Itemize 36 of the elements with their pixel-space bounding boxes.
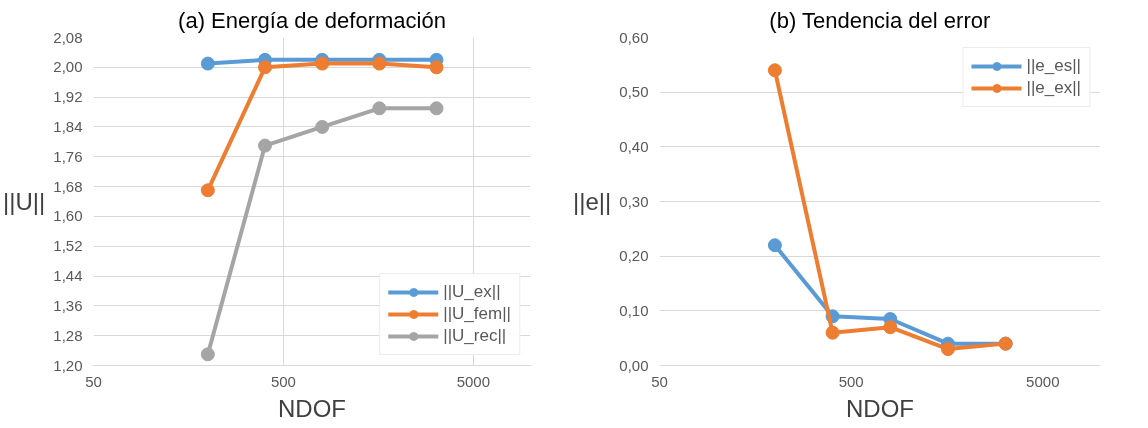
legend-label: ||e_es|| bbox=[1026, 56, 1081, 76]
x-tick-label: 50 bbox=[651, 372, 668, 390]
x-axis-title: NDOF bbox=[278, 394, 346, 422]
x-tick-label: 5000 bbox=[456, 372, 491, 390]
legend-label: ||e_ex|| bbox=[1026, 78, 1081, 98]
y-tick-label: 0,30 bbox=[619, 192, 649, 210]
x-tick-label: 500 bbox=[838, 372, 864, 390]
legend-label: ||U_fem|| bbox=[443, 304, 511, 324]
y-tick-label: 2,00 bbox=[53, 58, 83, 76]
y-tick-label: 0,50 bbox=[619, 83, 649, 101]
y-tick-label: 0,40 bbox=[619, 137, 649, 155]
y-tick-label: 0,60 bbox=[619, 28, 649, 46]
y-tick-label: 1,92 bbox=[53, 88, 83, 106]
chart-title: (a) Energía de deformación bbox=[178, 7, 446, 33]
y-tick-label: 1,28 bbox=[53, 326, 83, 344]
y-tick-label: 1,60 bbox=[53, 207, 83, 225]
x-axis-title: NDOF bbox=[846, 394, 914, 422]
y-tick-label: 0,20 bbox=[619, 247, 649, 265]
y-tick-label: 1,44 bbox=[53, 267, 83, 285]
y-tick-label: 1,76 bbox=[53, 147, 83, 165]
chart-title: (b) Tendencia del error bbox=[769, 7, 991, 33]
y-tick-label: 1,36 bbox=[53, 296, 83, 314]
y-tick-label: 1,20 bbox=[53, 356, 83, 374]
y-tick-label: 0,00 bbox=[619, 356, 649, 374]
legend-label: ||U_rec|| bbox=[443, 326, 507, 346]
x-tick-label: 5000 bbox=[1026, 372, 1060, 390]
y-axis-title: ||U|| bbox=[3, 188, 46, 215]
x-tick-label: 50 bbox=[85, 372, 102, 390]
legend-label: ||U_ex|| bbox=[443, 282, 501, 302]
y-tick-label: 0,10 bbox=[619, 301, 649, 319]
y-tick-label: 1,52 bbox=[53, 237, 83, 255]
y-axis-title: ||e|| bbox=[573, 188, 612, 215]
y-tick-label: 2,08 bbox=[53, 28, 83, 46]
x-tick-label: 500 bbox=[270, 372, 296, 390]
y-tick-label: 1,68 bbox=[53, 177, 83, 195]
y-tick-label: 1,84 bbox=[53, 117, 83, 135]
